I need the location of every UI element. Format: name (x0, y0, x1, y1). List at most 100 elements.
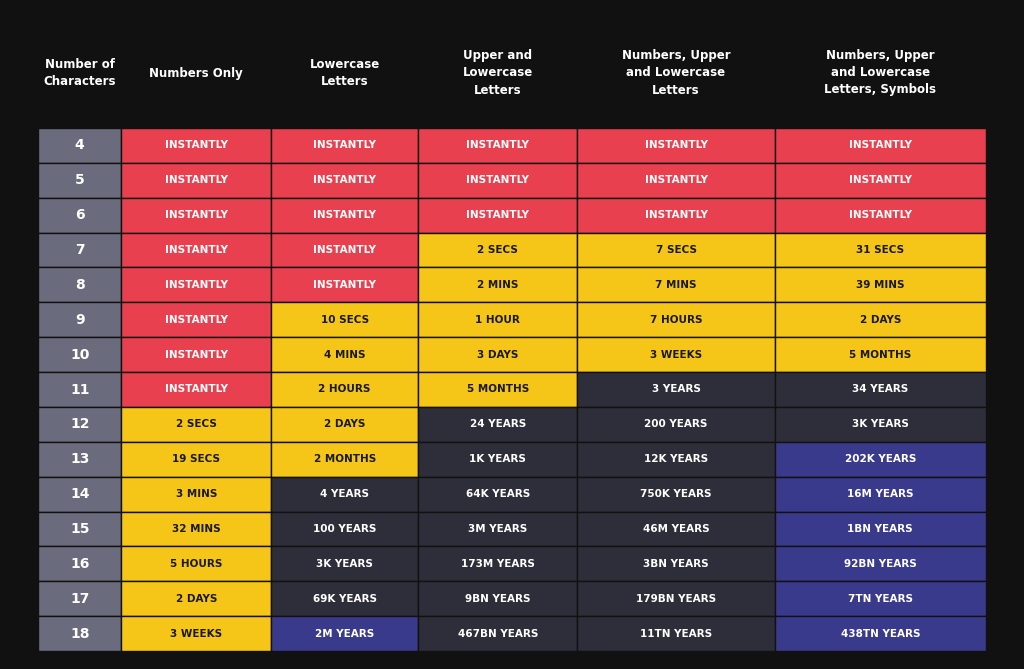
Text: 438TN YEARS: 438TN YEARS (841, 629, 920, 639)
Text: 173M YEARS: 173M YEARS (461, 559, 535, 569)
Text: 3K YEARS: 3K YEARS (316, 559, 373, 569)
Bar (774, 512, 986, 547)
Bar (578, 372, 774, 407)
Bar (38, 616, 122, 651)
Bar (38, 512, 122, 547)
Text: 16M YEARS: 16M YEARS (847, 489, 913, 499)
Text: Number of
Characters: Number of Characters (43, 58, 116, 88)
Text: INSTANTLY: INSTANTLY (165, 245, 227, 255)
Bar (418, 512, 578, 547)
Text: 202K YEARS: 202K YEARS (845, 454, 916, 464)
Text: 13: 13 (70, 452, 89, 466)
Bar (578, 268, 774, 302)
Bar (38, 547, 122, 581)
Text: INSTANTLY: INSTANTLY (313, 245, 376, 255)
Bar (38, 372, 122, 407)
Text: INSTANTLY: INSTANTLY (313, 210, 376, 220)
Bar (38, 233, 122, 268)
Bar (122, 128, 271, 163)
Bar (418, 337, 578, 372)
Bar (271, 616, 418, 651)
Text: 15: 15 (70, 522, 89, 536)
Bar (774, 581, 986, 616)
Bar (418, 198, 578, 233)
Text: Numbers Only: Numbers Only (150, 66, 243, 80)
Bar (271, 233, 418, 268)
Text: 31 SECS: 31 SECS (856, 245, 904, 255)
Bar (774, 547, 986, 581)
Bar (38, 163, 122, 198)
Bar (418, 302, 578, 337)
Bar (418, 128, 578, 163)
Bar (418, 477, 578, 512)
Text: 5 MONTHS: 5 MONTHS (849, 350, 911, 360)
Text: INSTANTLY: INSTANTLY (849, 140, 911, 151)
Text: INSTANTLY: INSTANTLY (313, 280, 376, 290)
Bar (418, 268, 578, 302)
Text: 5 MONTHS: 5 MONTHS (467, 385, 529, 395)
Bar (578, 616, 774, 651)
Bar (38, 581, 122, 616)
Text: 3M YEARS: 3M YEARS (468, 524, 527, 534)
Text: 14: 14 (70, 487, 89, 501)
Bar (122, 233, 271, 268)
Bar (38, 198, 122, 233)
Text: INSTANTLY: INSTANTLY (466, 210, 529, 220)
Bar (418, 616, 578, 651)
Text: 18: 18 (70, 627, 89, 640)
Text: 3 WEEKS: 3 WEEKS (170, 629, 222, 639)
Text: 1K YEARS: 1K YEARS (469, 454, 526, 464)
Text: 7 SECS: 7 SECS (655, 245, 696, 255)
Bar (122, 547, 271, 581)
Text: 8: 8 (75, 278, 85, 292)
Bar (271, 198, 418, 233)
Text: 467BN YEARS: 467BN YEARS (458, 629, 538, 639)
Text: 4 YEARS: 4 YEARS (321, 489, 370, 499)
Text: INSTANTLY: INSTANTLY (165, 350, 227, 360)
Text: 6: 6 (75, 208, 85, 222)
Bar (271, 268, 418, 302)
Text: 2 SECS: 2 SECS (176, 419, 217, 429)
Bar (271, 372, 418, 407)
Bar (578, 547, 774, 581)
Bar (122, 616, 271, 651)
Bar (578, 302, 774, 337)
Bar (122, 477, 271, 512)
Text: 32 MINS: 32 MINS (172, 524, 220, 534)
Bar (38, 302, 122, 337)
Text: Numbers, Upper
and Lowercase
Letters, Symbols: Numbers, Upper and Lowercase Letters, Sy… (824, 50, 936, 96)
Bar (578, 581, 774, 616)
Text: 3K YEARS: 3K YEARS (852, 419, 908, 429)
Text: 3 WEEKS: 3 WEEKS (650, 350, 702, 360)
Bar (38, 407, 122, 442)
Bar (122, 198, 271, 233)
Text: 34 YEARS: 34 YEARS (852, 385, 908, 395)
Bar (418, 372, 578, 407)
Bar (122, 581, 271, 616)
Text: 64K YEARS: 64K YEARS (466, 489, 529, 499)
Bar (418, 233, 578, 268)
Text: 179BN YEARS: 179BN YEARS (636, 593, 716, 603)
Text: 2 DAYS: 2 DAYS (324, 419, 366, 429)
Bar (271, 128, 418, 163)
Text: 92BN YEARS: 92BN YEARS (844, 559, 916, 569)
Bar (774, 302, 986, 337)
Bar (271, 337, 418, 372)
Bar (271, 512, 418, 547)
Text: 12K YEARS: 12K YEARS (644, 454, 708, 464)
Bar (578, 163, 774, 198)
Text: 2 MINS: 2 MINS (477, 280, 518, 290)
Text: 16: 16 (70, 557, 89, 571)
Text: INSTANTLY: INSTANTLY (466, 175, 529, 185)
Bar (38, 128, 122, 163)
Text: INSTANTLY: INSTANTLY (313, 175, 376, 185)
Bar (774, 268, 986, 302)
Text: INSTANTLY: INSTANTLY (165, 140, 227, 151)
Text: INSTANTLY: INSTANTLY (644, 210, 708, 220)
Text: 39 MINS: 39 MINS (856, 280, 904, 290)
Text: 11TN YEARS: 11TN YEARS (640, 629, 712, 639)
Text: 100 YEARS: 100 YEARS (313, 524, 377, 534)
Bar (774, 372, 986, 407)
Text: 2 DAYS: 2 DAYS (176, 593, 217, 603)
Text: 46M YEARS: 46M YEARS (643, 524, 710, 534)
